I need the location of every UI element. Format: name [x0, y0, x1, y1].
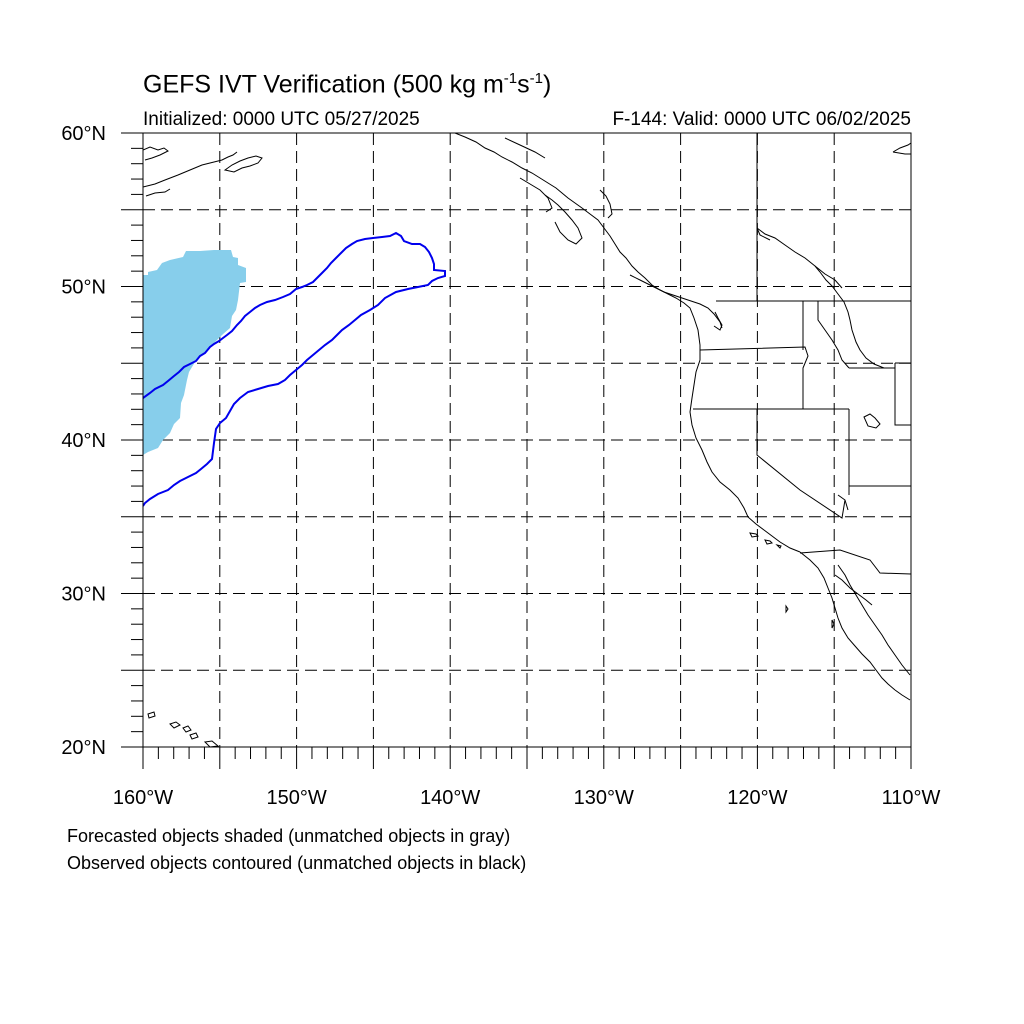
- axis-ticks: [121, 132, 912, 769]
- lon-label: 140°W: [420, 787, 480, 809]
- lat-label: 40°N: [61, 430, 106, 452]
- lon-label: 130°W: [574, 787, 634, 809]
- initialized-time: Initialized: 0000 UTC 05/27/2025: [143, 109, 420, 130]
- plot-frame: [142, 132, 912, 748]
- lat-label: 20°N: [61, 737, 106, 759]
- lat-label: 50°N: [61, 277, 106, 299]
- observed-object-contour: [143, 231, 446, 507]
- caption-observed: Observed objects contoured (unmatched ob…: [67, 853, 527, 873]
- political-boundaries: [693, 133, 911, 575]
- caption-forecast: Forecasted objects shaded (unmatched obj…: [67, 826, 511, 846]
- longitude-labels: 160°W 150°W 140°W 130°W 120°W 110°W: [113, 787, 941, 809]
- lat-label: 60°N: [61, 123, 106, 145]
- valid-time: F-144: Valid: 0000 UTC 06/02/2025: [612, 109, 911, 130]
- latitude-labels: 20°N 30°N 40°N 50°N 60°N: [61, 123, 106, 759]
- forecast-object-shaded: [143, 250, 246, 455]
- lon-label: 150°W: [266, 787, 326, 809]
- map-title: GEFS IVT Verification (500 kg m-1s-1): [143, 70, 552, 99]
- gridlines: [143, 133, 911, 747]
- lon-label: 120°W: [727, 787, 787, 809]
- coastlines: [143, 133, 911, 747]
- lat-label: 30°N: [61, 584, 106, 606]
- lon-label: 160°W: [113, 787, 173, 809]
- lon-label: 110°W: [882, 787, 941, 809]
